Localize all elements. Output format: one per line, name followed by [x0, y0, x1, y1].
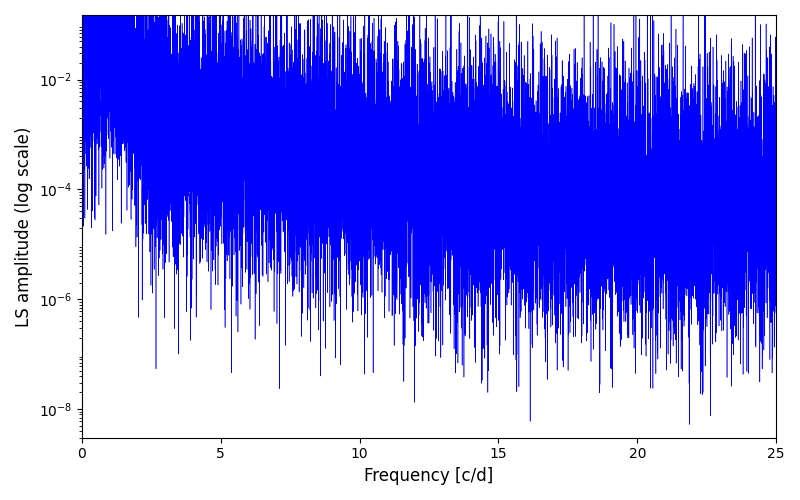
Y-axis label: LS amplitude (log scale): LS amplitude (log scale)	[15, 126, 33, 326]
X-axis label: Frequency [c/d]: Frequency [c/d]	[364, 467, 494, 485]
